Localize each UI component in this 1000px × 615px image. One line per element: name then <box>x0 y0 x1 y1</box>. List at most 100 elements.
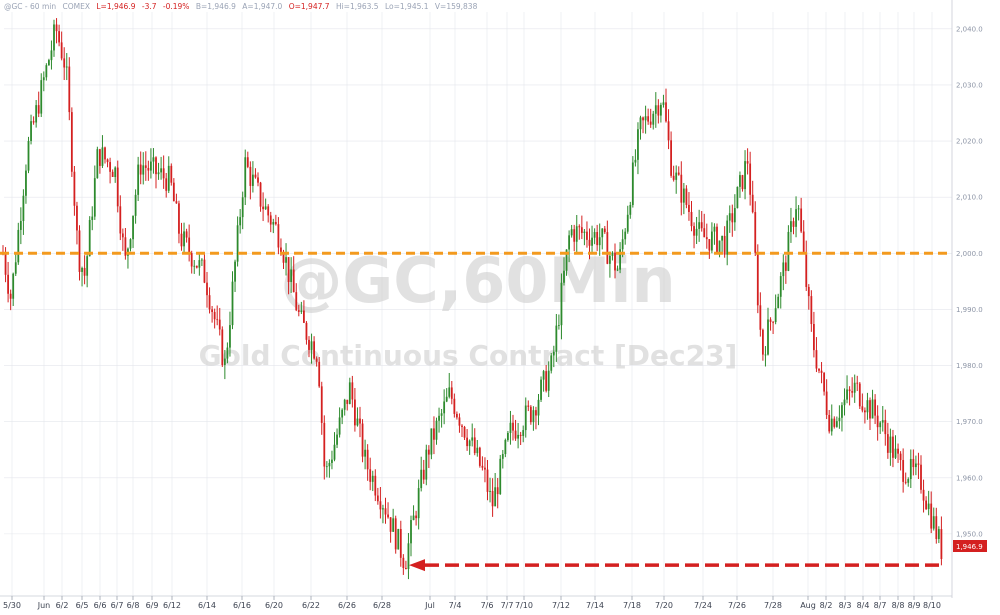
candle-body <box>346 399 349 404</box>
candle-body <box>685 188 688 205</box>
candle-body <box>843 399 846 406</box>
candle-body <box>361 423 364 457</box>
candle-body <box>389 517 392 532</box>
candle-body <box>920 464 922 490</box>
candle-body <box>333 444 336 460</box>
candle-body <box>688 204 690 212</box>
candle-body <box>121 233 124 238</box>
candle-body <box>795 209 797 227</box>
candle-body <box>114 167 117 177</box>
candle-body <box>522 430 525 436</box>
candle-body <box>876 415 879 428</box>
watermark-title: @GC,60Min <box>280 244 675 317</box>
x-tick-label: 6/26 <box>338 601 356 610</box>
candle-body <box>305 322 308 340</box>
candle-body <box>644 116 647 121</box>
candle-body <box>833 418 836 427</box>
candle-body <box>280 247 282 255</box>
candle-body <box>282 254 285 263</box>
candle-body <box>935 516 938 539</box>
legend: @GC - 60 min COMEX L=1,946.9 -3.7 -0.19%… <box>4 2 478 11</box>
candle-body <box>741 175 744 190</box>
candle-body <box>213 311 216 320</box>
x-tick-label: 6/28 <box>373 601 391 610</box>
candle-body <box>277 224 280 248</box>
candle-body <box>183 231 185 247</box>
candle-body <box>167 165 170 191</box>
candle-body <box>586 231 588 240</box>
candle-body <box>787 231 790 271</box>
x-tick-label: 7/18 <box>623 601 641 610</box>
candle-body <box>917 463 920 465</box>
y-tick-label: 2,040.0 <box>956 25 983 33</box>
candle-body <box>573 229 576 242</box>
y-tick-label: 1,980.0 <box>956 362 983 370</box>
candle-body <box>290 269 293 282</box>
candle-body <box>629 204 632 215</box>
x-tick-label: 7/10 <box>515 601 533 610</box>
candle-body <box>537 399 540 416</box>
last-price-badge: 1,946.9 <box>953 540 987 552</box>
candle-body <box>588 239 591 246</box>
candle-body <box>621 239 624 250</box>
candle-body <box>835 421 838 427</box>
candle-body <box>583 231 586 233</box>
candle-body <box>4 253 7 275</box>
candle-body <box>165 178 168 191</box>
candle-body <box>185 231 188 238</box>
candle-body <box>369 469 372 482</box>
candle-body <box>111 171 114 177</box>
candle-body <box>407 543 410 569</box>
candle-body <box>19 220 22 230</box>
candle-body <box>379 501 382 510</box>
candle-body <box>50 50 53 61</box>
candle-body <box>76 205 78 231</box>
candle-body <box>101 147 104 166</box>
x-tick-label: 6/12 <box>163 601 181 610</box>
candle-body <box>670 140 672 176</box>
x-tick-label: 7/6 <box>481 601 494 610</box>
candle-body <box>180 233 183 247</box>
candle-body <box>425 449 428 480</box>
candle-body <box>274 221 277 225</box>
candle-body <box>150 161 152 171</box>
candle-body <box>593 232 596 238</box>
candle-body <box>315 358 318 362</box>
candle-body <box>463 426 466 438</box>
x-tick-label: 7/12 <box>552 601 570 610</box>
candle-body <box>162 168 165 179</box>
candle-body <box>198 260 201 268</box>
candle-body <box>295 292 298 311</box>
candle-body <box>660 104 662 116</box>
candle-body <box>188 237 191 254</box>
candle-body <box>27 140 30 171</box>
candle-body <box>313 341 315 359</box>
candle-body <box>779 276 782 297</box>
candle-body <box>231 281 234 326</box>
candle-body <box>160 168 162 173</box>
candle-body <box>371 475 374 482</box>
candle-body <box>272 221 275 225</box>
candle-body <box>547 370 550 391</box>
candle-body <box>91 216 94 220</box>
candle-body <box>892 436 894 458</box>
candle-body <box>68 66 71 113</box>
candle-body <box>927 503 930 510</box>
candle-body <box>292 269 295 293</box>
candle-body <box>435 420 438 440</box>
candle-body <box>504 439 507 455</box>
candle-body <box>318 361 321 387</box>
candle-body <box>619 249 621 270</box>
candle-body <box>662 102 665 105</box>
candle-body <box>65 66 68 68</box>
candle-body <box>815 350 818 369</box>
candle-body <box>792 221 795 227</box>
candle-body <box>433 428 435 440</box>
candle-body <box>578 226 581 228</box>
candle-body <box>807 286 810 297</box>
candle-body <box>568 235 570 250</box>
candle-body <box>137 164 140 195</box>
candle-body <box>596 232 599 246</box>
candle-body <box>249 166 252 186</box>
candle-body <box>443 401 446 414</box>
